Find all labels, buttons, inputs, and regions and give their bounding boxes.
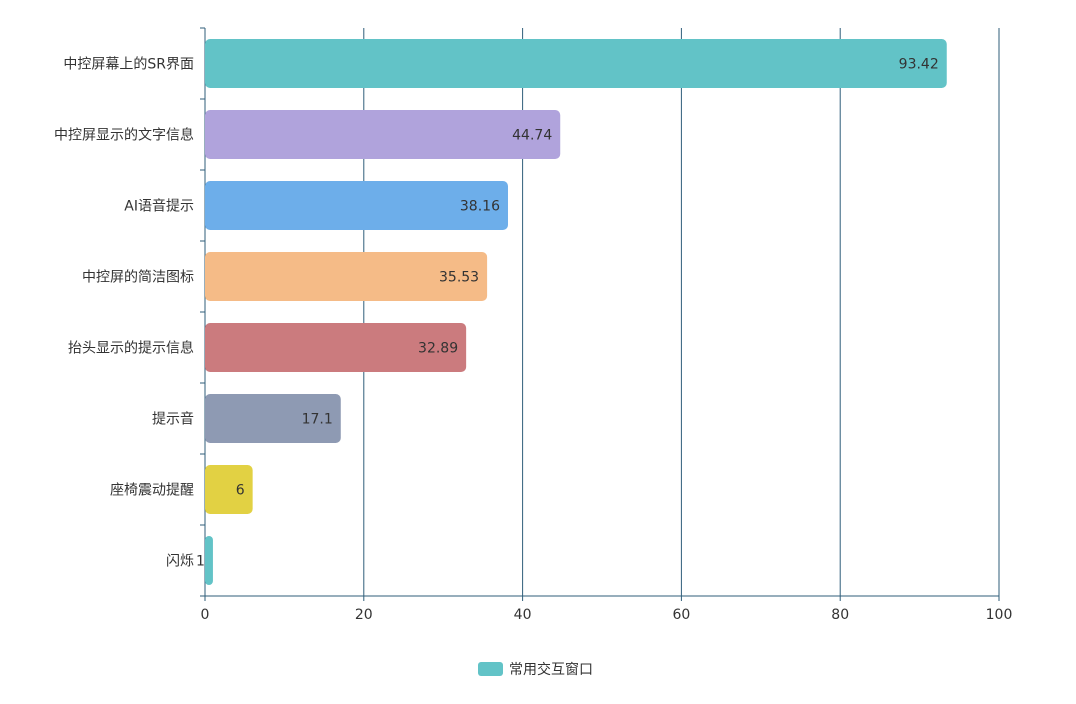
category-label: 闪烁 <box>166 554 194 570</box>
category-label: 中控屏的简洁图标 <box>82 269 194 286</box>
data-label: 32.89 <box>418 341 458 357</box>
category-label: 座椅震动提醒 <box>110 483 194 499</box>
data-label: 35.53 <box>439 270 479 286</box>
x-tick-label: 60 <box>672 607 690 623</box>
labels: 0 20 40 60 80 100 中控屏幕上的SR界面 93.42 中控屏显示的文字信息 44.… <box>54 57 1012 624</box>
bar <box>205 252 488 301</box>
legend-swatch[interactable] <box>478 662 503 676</box>
x-tick-label: 40 <box>514 607 532 623</box>
category-label: 中控屏显示的文字信息 <box>54 127 194 144</box>
bar <box>205 181 508 230</box>
data-label: 6 <box>236 483 245 499</box>
bars <box>205 39 947 585</box>
x-tick-label: 0 <box>201 607 210 623</box>
bar <box>205 536 213 585</box>
x-tick-label: 20 <box>355 607 373 623</box>
data-label: 93.42 <box>899 57 939 73</box>
bar <box>205 110 561 159</box>
category-label: AI语音提示 <box>124 198 194 215</box>
category-label: 中控屏幕上的SR界面 <box>63 57 194 73</box>
bar <box>205 394 341 443</box>
x-tick-label: 80 <box>831 607 849 623</box>
bar <box>205 465 253 514</box>
bar <box>205 323 467 372</box>
bar <box>205 39 947 88</box>
legend-label[interactable]: 常用交互窗口 <box>509 661 593 678</box>
category-label: 抬头显示的提示信息 <box>68 340 194 357</box>
data-label: 38.16 <box>460 199 500 215</box>
legend[interactable]: 常用交互窗口 <box>478 661 593 678</box>
data-label: 44.74 <box>512 128 552 144</box>
x-tick-label: 100 <box>986 607 1013 623</box>
data-label: 17.1 <box>302 412 333 428</box>
data-label: 1 <box>196 554 205 570</box>
category-label: 提示音 <box>152 411 194 428</box>
